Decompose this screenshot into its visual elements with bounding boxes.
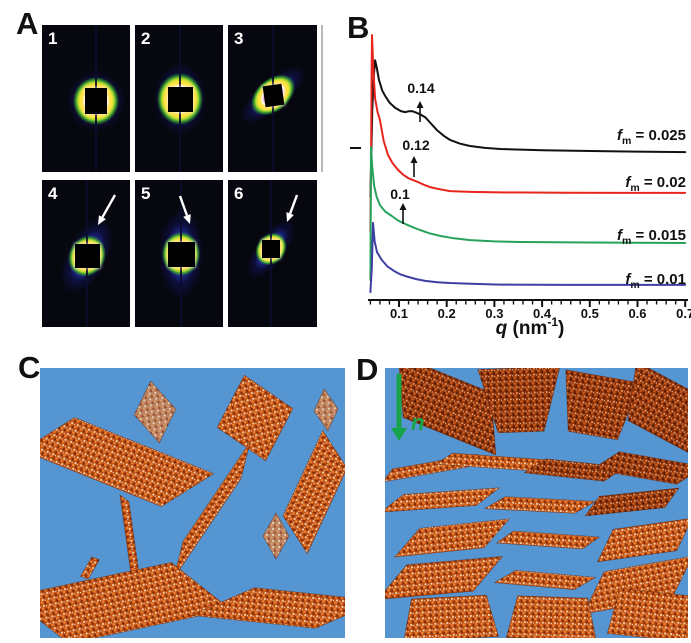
beamstop [167,86,193,112]
platelet [393,518,511,558]
beamstop [74,244,100,268]
peak-annotation: 0.14 [407,80,434,96]
platelet [385,487,501,513]
platelet [627,368,688,455]
saxs-image-6: 6 [228,180,317,327]
platelet [262,512,290,560]
peak-arrowhead-icon [399,203,407,210]
panel-a-border-line [321,25,323,172]
platelet [495,530,601,550]
saxs-image-3: 3 [228,25,317,172]
platelet [189,587,345,629]
platelet [119,494,141,582]
curve-label: fm = 0.01 [625,271,686,291]
platelet [584,487,680,517]
image-number: 4 [48,184,58,203]
panel-d-label: D [356,352,379,387]
platelet [493,570,597,590]
panel-b-label: B [347,10,370,45]
platelet [483,496,597,514]
x-tick-label: 0.5 [581,306,599,321]
beamstop [262,240,280,258]
curve-0.015 [369,146,687,282]
peak-annotation: 0.12 [402,137,429,153]
platelet [565,369,642,441]
platelet [385,556,504,600]
peak-annotation: 0.1 [390,186,410,202]
beamstop [262,83,284,107]
panel-d-simulation: n [385,368,688,638]
platelet [403,594,499,638]
saxs-image-5: 5 [135,180,223,327]
platelet [505,595,597,638]
platelet [590,451,688,485]
x-tick-label: 0.4 [533,306,552,321]
saxs-image-4: 4 [42,180,130,327]
annotation-arrow-icon [178,195,191,224]
platelet [133,380,177,444]
saxs-image-1: 1 [42,25,130,172]
image-number: 2 [141,29,151,48]
x-tick-label: 0.1 [390,306,408,321]
annotation-arrow-icon [98,194,117,225]
panel-a-label: A [16,6,39,41]
curve-0.025 [369,59,687,198]
texC-platelet-layer [40,374,345,638]
image-number: 3 [234,29,244,48]
platelet [313,388,339,432]
platelet [173,441,251,579]
panel-b-chart: 0.1 0.2 0.3 0.4 0.5 0.6 0.7 fm = 0.025 fm = 0.02… [350,34,691,339]
image-number: 5 [141,184,151,203]
x-tick-label: 0.2 [438,306,456,321]
image-number: 1 [48,29,58,48]
beamstop [85,88,107,114]
image-number: 6 [234,184,244,203]
curve-0.01 [369,221,687,294]
director-arrowhead-icon [391,428,407,441]
x-tick-label: 0.7 [676,306,691,321]
beamstop [167,241,195,267]
x-tick-label: 0.6 [628,306,646,321]
texD-platelet-layer: n [385,368,688,638]
platelet [40,417,215,507]
platelet [477,368,561,434]
curve-label: fm = 0.02 [625,174,686,194]
x-tick-label: 0.3 [485,306,503,321]
platelet [282,429,345,555]
annotation-arrow-icon [286,194,299,222]
peak-arrowhead-icon [416,101,424,108]
panel-c-simulation [40,368,345,638]
curve-label: fm = 0.025 [617,127,686,147]
x-axis-title: q (nm-1) [496,315,565,339]
director-label: n [411,410,424,435]
panel-a-saxs-grid: 1 2 3 4 5 6 [0,0,340,340]
panel-c-label: C [18,350,41,385]
curve-0.02 [369,34,687,233]
peak-arrowhead-icon [410,156,418,163]
platelet [80,556,100,580]
platelet [596,517,688,563]
curve-label: fm = 0.015 [617,227,686,247]
platelet [606,588,688,638]
platelet [216,374,294,462]
saxs-image-2: 2 [135,25,223,172]
